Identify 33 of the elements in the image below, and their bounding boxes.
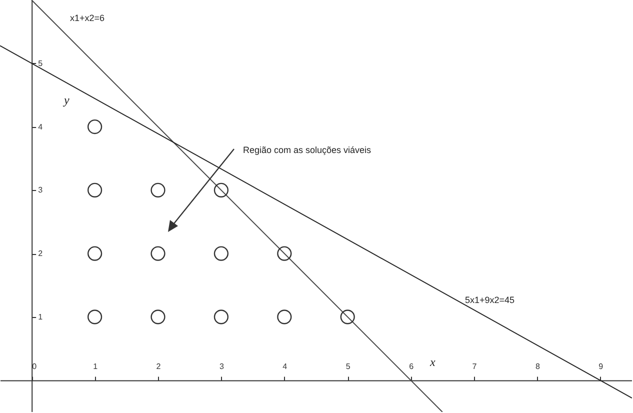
x-tick-label: 0 xyxy=(32,362,38,371)
y-tick-label: 1 xyxy=(38,312,44,322)
point xyxy=(150,246,166,261)
point xyxy=(277,246,292,261)
point xyxy=(340,310,355,324)
y-tick-label: 2 xyxy=(38,249,44,258)
point xyxy=(214,310,229,324)
point xyxy=(87,246,102,261)
y-tick-label: 3 xyxy=(38,186,44,195)
x-tick-label: 3 xyxy=(219,362,224,371)
point xyxy=(87,182,102,198)
x-tick-label: 2 xyxy=(156,362,162,371)
annotation: Região com as soluções viáveis xyxy=(243,145,372,155)
point xyxy=(150,310,166,324)
point xyxy=(277,310,292,324)
x-tick-label: 1 xyxy=(93,362,98,371)
series-label: x1+x2=6 xyxy=(70,13,105,23)
point xyxy=(214,246,229,261)
x-tick-label: 9 xyxy=(598,362,604,371)
x-tick-label: 8 xyxy=(535,362,540,371)
y-tick-label: 4 xyxy=(38,122,44,132)
point xyxy=(214,182,229,198)
point xyxy=(87,310,102,324)
series-label: 5x1+9x2=45 xyxy=(465,295,515,305)
y-tick-label: 5 xyxy=(38,58,44,68)
y-axis-title: y xyxy=(63,93,70,107)
x-tick-label: 6 xyxy=(409,362,414,371)
point xyxy=(87,119,102,134)
point xyxy=(150,182,166,198)
x-tick-label: 5 xyxy=(346,362,351,371)
x-tick-label: 4 xyxy=(282,362,288,371)
x-axis-title: x xyxy=(429,355,436,369)
x-tick-label: 7 xyxy=(472,362,478,371)
